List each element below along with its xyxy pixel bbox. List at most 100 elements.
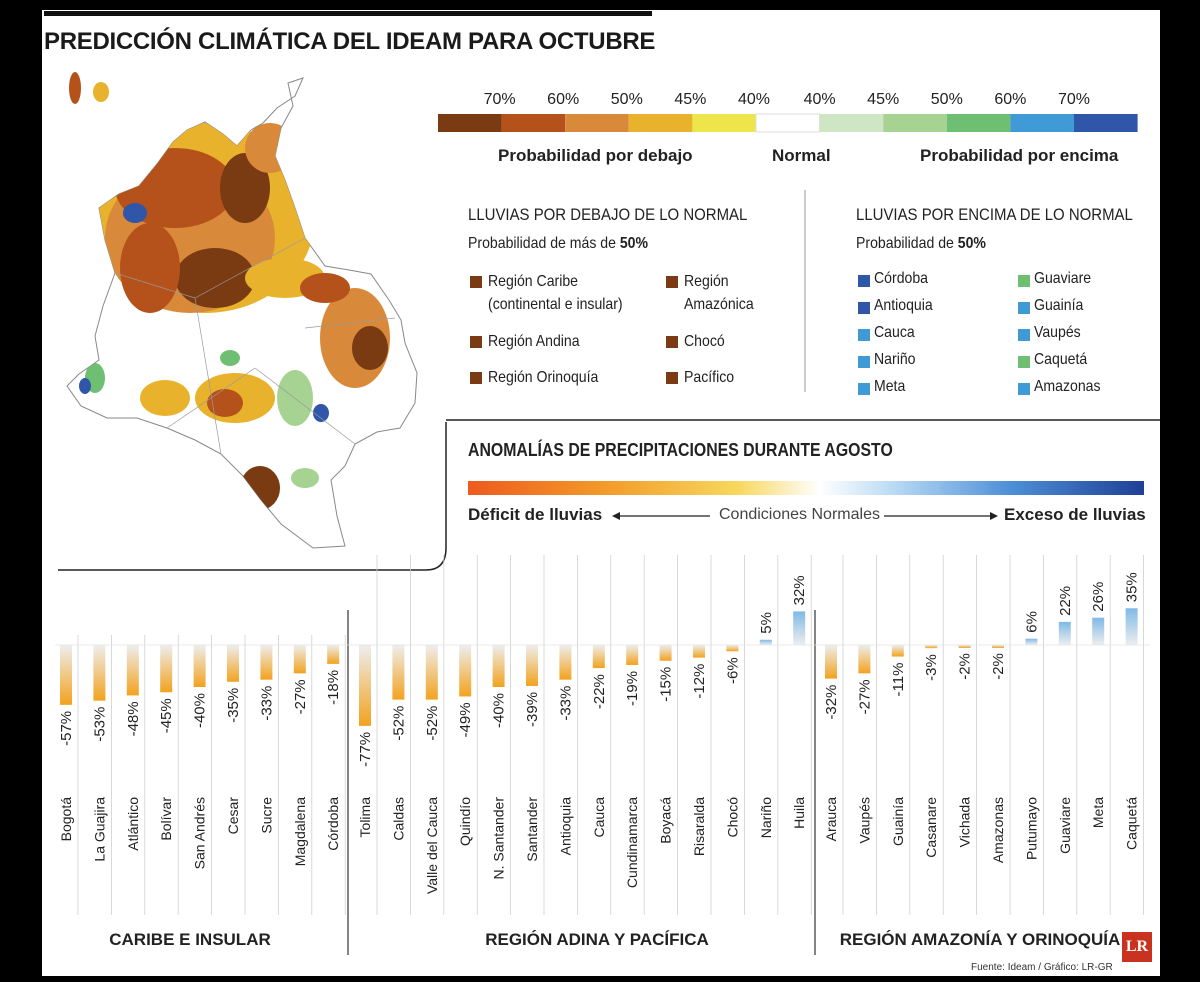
legend-swatch [666, 336, 678, 348]
value-label: -22% [591, 674, 608, 709]
bar-huila [793, 611, 806, 645]
category-label: Vichada [957, 797, 973, 848]
anomaly-arrows [612, 512, 998, 520]
bar-amazonas [992, 645, 1004, 648]
category-label: Bogotá [58, 797, 74, 842]
value-label: -49% [457, 702, 474, 737]
legend-swatch [1018, 275, 1030, 287]
bar-tolima [359, 645, 371, 726]
category-label: Guainía [890, 797, 906, 846]
bar-c-rdoba [327, 645, 340, 664]
bar-san-andr-s [193, 645, 206, 687]
value-label: -27% [292, 679, 309, 714]
page-title: PREDICCIÓN CLIMÁTICA DEL IDEAM PARA OCTU… [44, 28, 656, 55]
value-label: -48% [125, 701, 142, 736]
bar-quind-o [459, 645, 472, 697]
category-label: Caldas [390, 797, 406, 841]
category-label: Sucre [258, 797, 274, 834]
legend-swatch [666, 372, 678, 384]
scale-segment [438, 114, 502, 132]
normal-caption: Normal [772, 146, 831, 165]
legend-below-item: Región Orinoquía [488, 369, 599, 386]
category-label: Guaviare [1057, 797, 1073, 854]
bar-sucre [260, 645, 273, 680]
scale-segment [501, 114, 566, 132]
scale-segment [755, 113, 821, 133]
legend-above-item: Nariño [874, 351, 916, 368]
value-label: -27% [856, 679, 873, 714]
probability-scale: 70% 60% 50% 45% 40% 40% 45% 50% 60% 70% [438, 91, 1138, 133]
value-label: -53% [91, 707, 108, 742]
legend-swatch [666, 276, 678, 288]
legend-swatch [470, 372, 482, 384]
value-label: -33% [258, 686, 275, 721]
value-label: 35% [1124, 572, 1141, 602]
bar-choc- [726, 645, 739, 652]
value-label: -12% [691, 664, 708, 699]
anomaly-gradient [468, 481, 1144, 495]
bar-cundinamarca [626, 645, 639, 665]
value-label: -39% [524, 692, 541, 727]
group-label: CARIBE E INSULAR [109, 930, 271, 949]
category-label: Huila [791, 797, 807, 829]
legend-above-item: Cauca [874, 324, 915, 341]
value-label: -6% [724, 657, 741, 684]
category-label: San Andrés [192, 797, 208, 869]
category-label: La Guajira [91, 797, 107, 862]
category-label: Meta [1090, 797, 1106, 828]
category-label: Boyacá [658, 797, 674, 844]
scale-segment [1074, 114, 1138, 132]
legend-swatch [858, 329, 870, 341]
scale-label-above: 40% [804, 91, 836, 108]
scale-segment [565, 114, 629, 132]
legend-swatch [470, 276, 482, 288]
source-credit: Fuente: Ideam / Gráfico: LR-GR [971, 962, 1113, 973]
scale-label-above: 50% [931, 91, 963, 108]
value-label: -35% [225, 688, 242, 723]
category-label: Cauca [591, 797, 607, 838]
scale-segment [819, 114, 884, 132]
scale-label-above: 45% [867, 91, 899, 108]
category-label: Santander [524, 797, 540, 862]
value-label: -52% [424, 706, 441, 741]
scale-segment [883, 114, 947, 132]
arrow-right-icon [990, 512, 998, 520]
legend-swatch [858, 356, 870, 368]
colombia-prediction-map [66, 72, 418, 549]
bar-vichada [958, 645, 971, 648]
legend-above-item: Guainía [1034, 297, 1084, 314]
value-label: -52% [390, 706, 407, 741]
bar-n-santander [492, 645, 505, 687]
legend-swatch [1018, 383, 1030, 395]
anomalies-heading: ANOMALÍAS DE PRECIPITACIONES DURANTE AGO… [468, 440, 893, 460]
bar-nari-o [759, 639, 772, 645]
value-label: -19% [624, 671, 641, 706]
legend-below-item: Región Caribe (continental e insular) [488, 273, 623, 313]
bar-vaup-s [858, 645, 871, 674]
value-label: -3% [923, 654, 940, 681]
category-label: Nariño [758, 797, 774, 838]
bar-guaviare [1058, 621, 1071, 645]
value-label: 26% [1090, 582, 1107, 612]
bar-arauca [825, 645, 837, 679]
anomaly-bar-chart: -57% Bogotá -53% La Guajira -48% Atlántico -45… [55, 555, 1150, 955]
value-label: 32% [791, 575, 808, 605]
scale-label-below: 70% [484, 91, 516, 108]
lr-logo: LR [1122, 932, 1152, 962]
legend-below-probability: Probabilidad de más de 50% [468, 235, 649, 252]
scale-segment [692, 114, 756, 132]
category-label: Magdalena [292, 797, 308, 866]
category-label: Risaralda [691, 797, 707, 856]
value-label: -2% [990, 653, 1007, 680]
legend-below-item: Chocó [684, 333, 725, 350]
value-label: -40% [491, 693, 508, 728]
scale-label-below: 60% [547, 91, 579, 108]
value-label: 5% [758, 612, 775, 634]
legend-swatch [1018, 356, 1030, 368]
legend-below-heading: LLUVIAS POR DEBAJO DE LO NORMAL [468, 205, 748, 224]
normal-conditions-label: Condiciones Normales [719, 506, 880, 523]
arrow-left-icon [612, 512, 620, 520]
category-label: Córdoba [325, 797, 341, 851]
value-label: -2% [957, 653, 974, 680]
bar-la-guajira [93, 645, 106, 701]
